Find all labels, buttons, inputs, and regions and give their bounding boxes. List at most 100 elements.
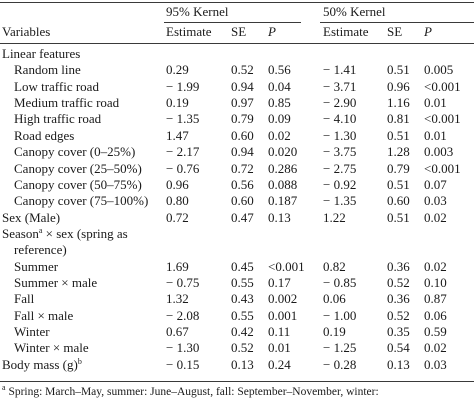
cell-se1: 0.55 [231, 274, 254, 290]
footnote-ref: b [77, 356, 82, 366]
cell-se2: 0.51 [387, 209, 410, 225]
cell-se1: 0.45 [231, 258, 254, 274]
row-label: Summer [14, 259, 58, 275]
cell-se2: 0.51 [387, 176, 410, 192]
row-label-text: Season [2, 225, 39, 241]
cell-p2: 0.10 [424, 274, 447, 290]
cell-e1: − 0.15 [166, 356, 200, 372]
cell-p2: 0.07 [424, 176, 447, 192]
cell-p2: 0.01 [424, 127, 447, 143]
cell-e1: − 2.17 [166, 144, 200, 160]
cell-e1: − 2.08 [166, 307, 200, 323]
cell-p1: 0.24 [268, 356, 291, 372]
cell-se2: 0.51 [387, 127, 410, 143]
cell-p1: 0.04 [268, 78, 291, 94]
cell-p1: 0.088 [268, 176, 298, 192]
header-variables: Variables [2, 24, 51, 39]
row-label-text: Sex (Male) [2, 209, 61, 225]
cell-e1: 1.69 [166, 258, 189, 274]
cell-se1: 0.94 [231, 78, 254, 94]
row-label: Seasona × sex (spring as [2, 226, 128, 242]
cell-p2: 0.02 [424, 209, 447, 225]
cell-se2: 0.52 [387, 274, 410, 290]
cell-se1: 0.97 [231, 95, 254, 111]
cell-se1: 0.52 [231, 340, 254, 356]
cell-p1: 0.187 [268, 193, 298, 209]
footnote-mark: a [2, 383, 6, 392]
cell-se2: 0.54 [387, 340, 410, 356]
cell-p2: 0.01 [424, 95, 447, 111]
cell-se2: 0.35 [387, 324, 410, 339]
row-label: Low traffic road [14, 79, 99, 95]
cell-e2: − 0.92 [323, 176, 357, 192]
cell-e2: − 2.90 [323, 95, 357, 111]
cell-se1: 0.60 [231, 193, 254, 209]
row-label: Medium traffic road [14, 95, 119, 111]
row-label: Fall × male [14, 308, 73, 324]
cell-se1: 0.55 [231, 307, 254, 323]
cell-p2: 0.02 [424, 340, 447, 356]
row-label: Sex (Male) [2, 210, 60, 226]
cell-se2: 1.16 [387, 95, 410, 111]
cell-p1: 0.002 [268, 291, 298, 307]
cell-e2: 1.22 [323, 209, 346, 225]
cell-se2: 1.28 [387, 144, 410, 160]
cell-e1: − 1.30 [166, 340, 200, 356]
cell-p2: 0.06 [424, 307, 447, 323]
cell-se2: 0.36 [387, 258, 410, 274]
cell-p1: 0.85 [268, 95, 291, 111]
row-label: Canopy cover (75–100%) [14, 193, 148, 209]
cell-p2: <0.001 [424, 111, 461, 127]
cell-p2: <0.001 [424, 78, 461, 94]
cell-p1: 0.56 [268, 62, 291, 78]
row-label: Road edges [14, 128, 74, 144]
cell-p1: 0.286 [268, 160, 298, 176]
cell-se1: 0.43 [231, 291, 254, 307]
cell-p2: 0.02 [424, 258, 447, 274]
row-label-text: Winter × male [14, 340, 89, 356]
row-label: reference) [14, 242, 67, 258]
cell-p2: 0.005 [424, 62, 454, 78]
cell-e1: − 1.35 [166, 111, 200, 127]
row-label-text: Body mass (g) [2, 356, 78, 372]
header-estimate-50: Estimate [323, 24, 369, 39]
row-label: Winter [14, 324, 50, 340]
cell-se2: 0.36 [387, 291, 410, 307]
cell-e1: 1.32 [166, 291, 189, 307]
cell-e1: 0.29 [166, 62, 189, 78]
cell-e1: 0.96 [166, 176, 189, 192]
cell-e1: − 0.75 [166, 274, 200, 290]
cell-se2: 0.52 [387, 307, 410, 323]
cell-e1: 0.67 [166, 324, 189, 339]
cell-e2: − 1.35 [323, 193, 357, 209]
cell-p1: 0.13 [268, 209, 291, 225]
cell-se2: 0.79 [387, 160, 410, 176]
cell-se1: 0.42 [231, 324, 254, 339]
cell-p2: 0.03 [424, 356, 447, 372]
row-label: Canopy cover (0–25%) [14, 144, 135, 160]
header-se-95: SE [231, 24, 247, 39]
row-label-text: Fall × male [14, 307, 74, 323]
row-label: Canopy cover (50–75%) [14, 177, 142, 193]
cell-se1: 0.13 [231, 356, 254, 372]
cell-e2: − 0.28 [323, 356, 357, 372]
cell-p1: 0.09 [268, 111, 291, 127]
cell-e2: 0.06 [323, 291, 346, 307]
cell-e2: − 1.00 [323, 307, 357, 323]
cell-p2: 0.03 [424, 193, 447, 209]
cell-p2: 0.87 [424, 291, 447, 307]
cell-e2: − 3.75 [323, 144, 357, 160]
cell-p2: 0.003 [424, 144, 454, 160]
row-label-text: Medium traffic road [14, 95, 120, 111]
cell-e2: − 1.30 [323, 127, 357, 143]
header-estimate-95: Estimate [166, 24, 212, 39]
row-label: Linear features [2, 46, 80, 62]
footnote-text: Spring: March–May, summer: June–August, … [5, 386, 379, 398]
cell-e2: − 0.85 [323, 274, 357, 290]
row-label-text: Linear features [2, 46, 81, 61]
row-label-text: Canopy cover (25–50%) [14, 160, 142, 176]
cell-se1: 0.56 [231, 176, 254, 192]
row-label-text: Summer × male [14, 274, 98, 290]
group-rule-50 [320, 22, 474, 23]
cell-e2: − 1.41 [323, 62, 357, 78]
